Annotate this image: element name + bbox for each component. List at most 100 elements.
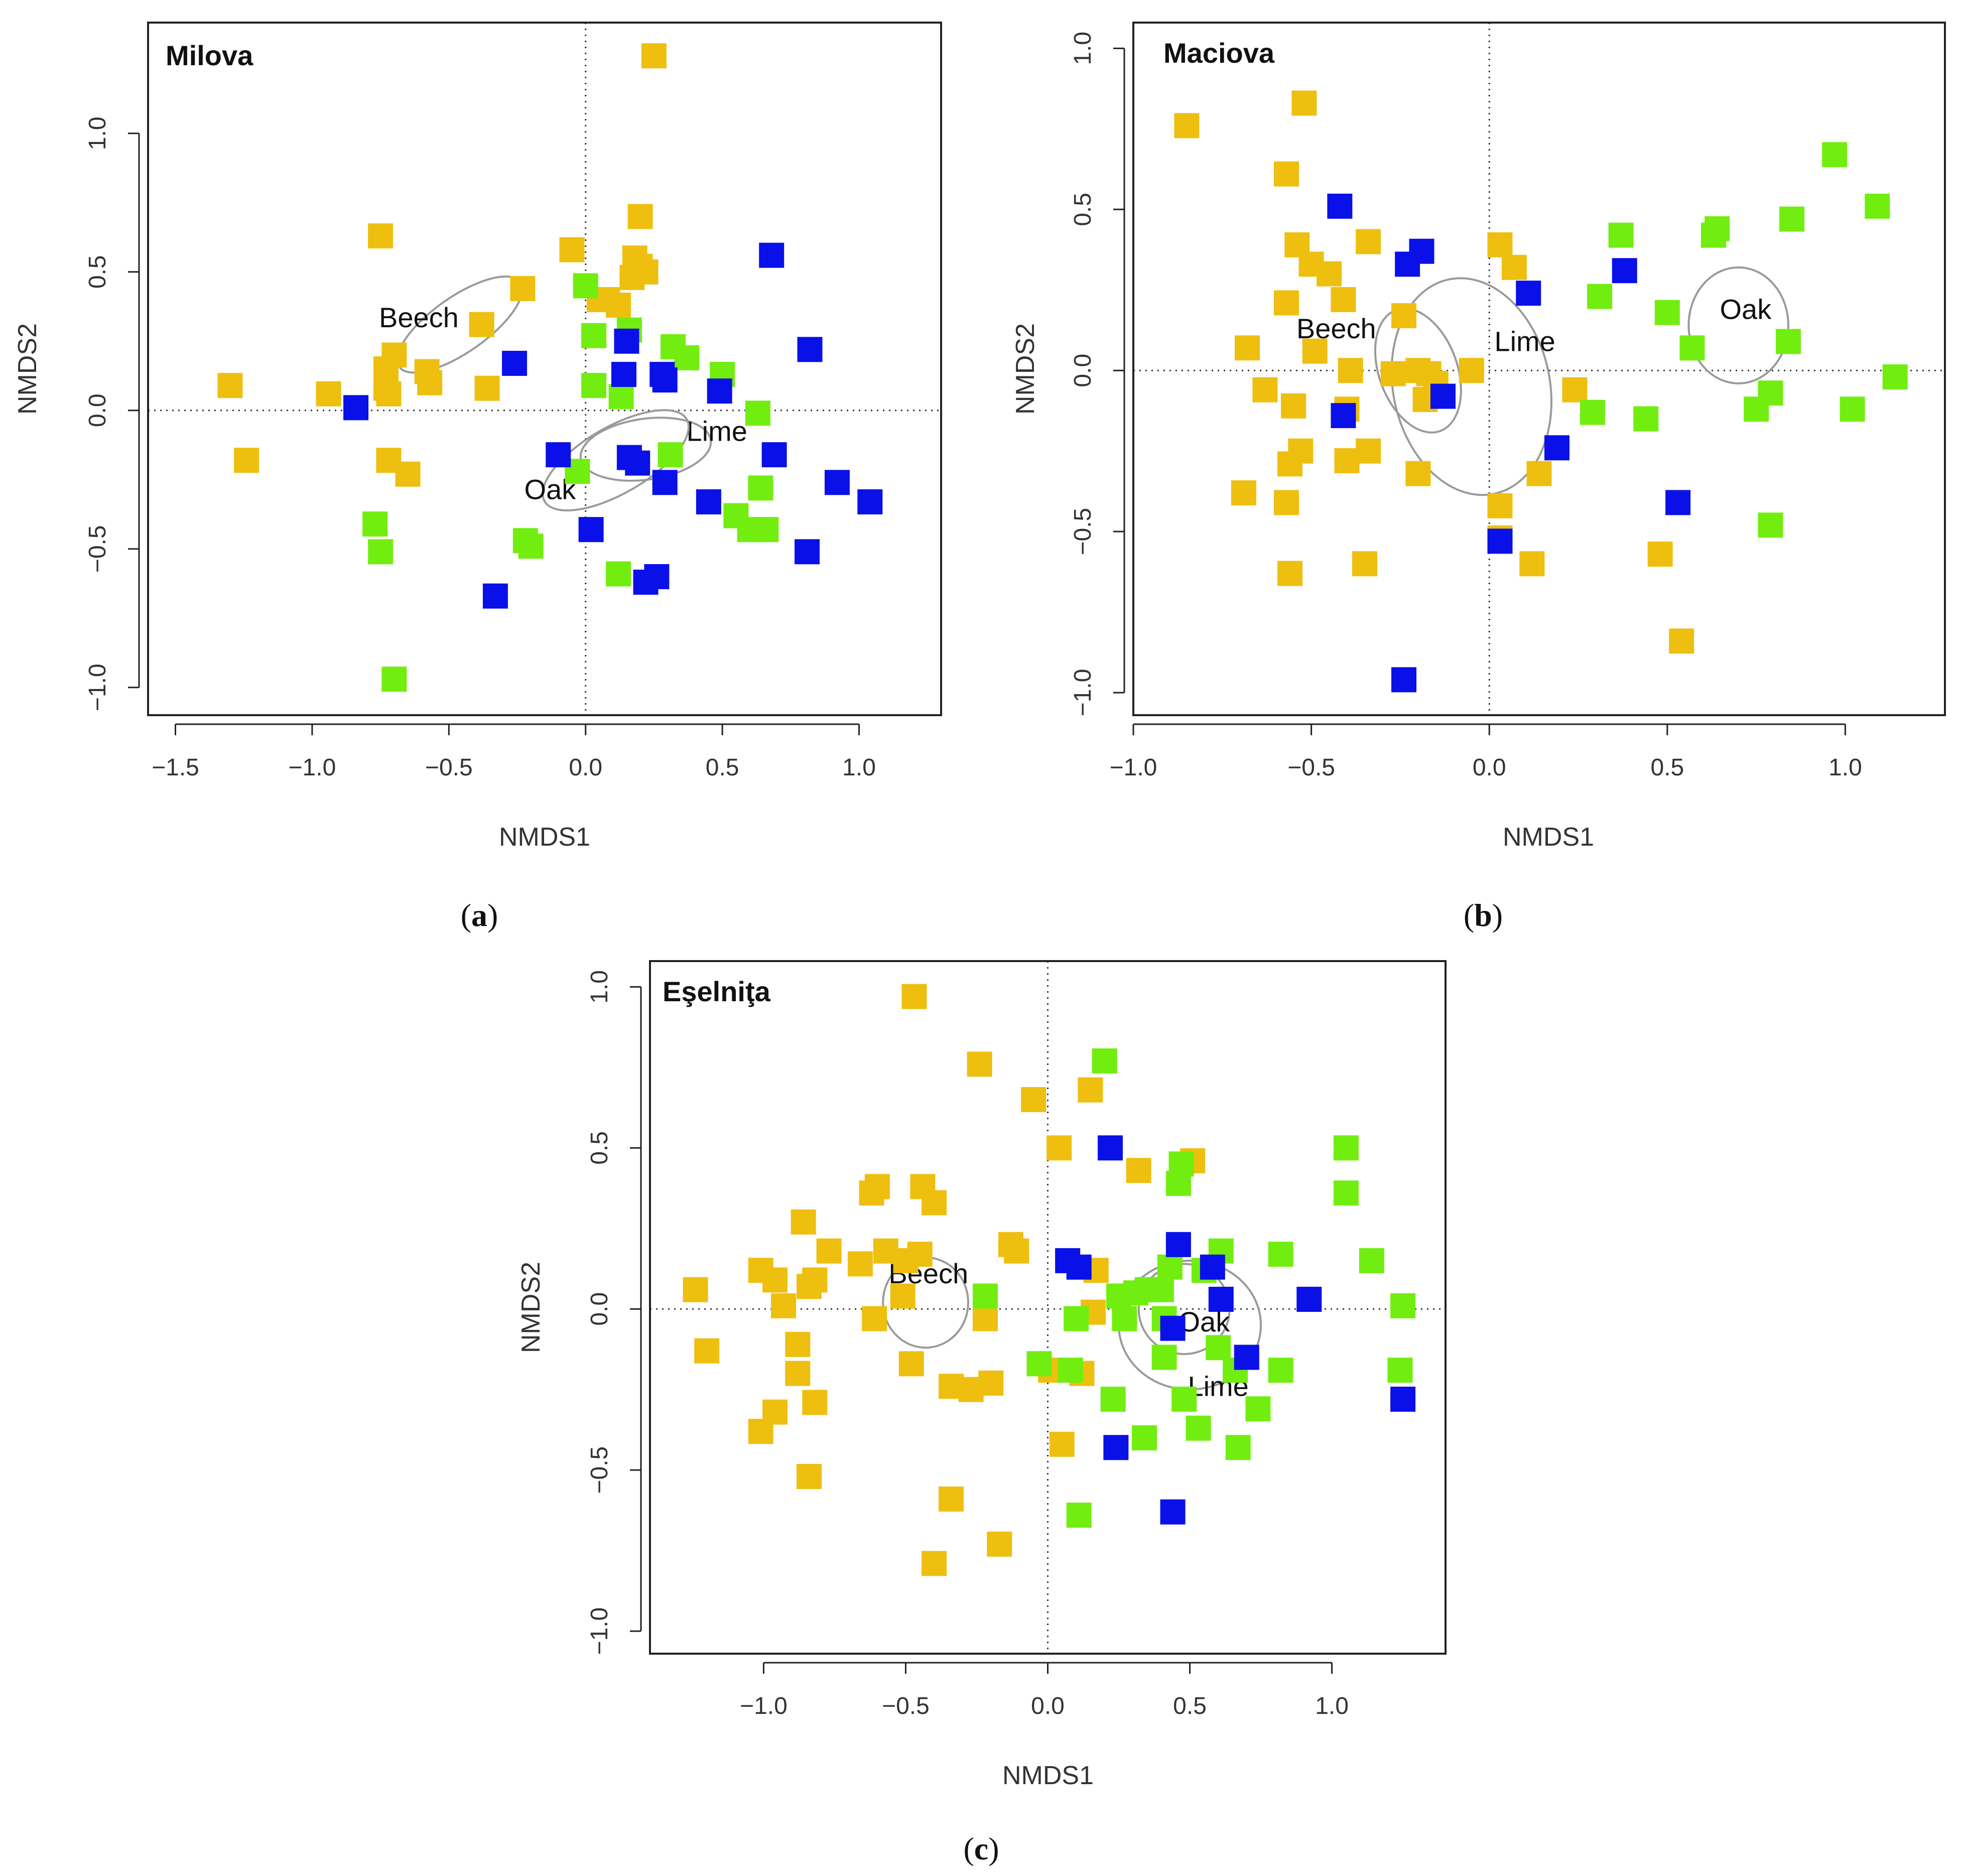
point-lime-a-2 <box>614 328 639 354</box>
panel-a-xtick-label-1: −1.0 <box>289 754 336 781</box>
ellipse-oak-b <box>1687 266 1789 384</box>
point-oak-c-7 <box>1359 1248 1384 1273</box>
point-beech-c-4 <box>1047 1135 1072 1161</box>
point-lime-a-0 <box>759 242 785 268</box>
point-beech-b-4 <box>1356 229 1381 254</box>
point-beech-c-31 <box>694 1338 720 1364</box>
point-beech-a-22 <box>234 448 259 473</box>
point-beech-c-18 <box>907 1242 933 1267</box>
point-beech-b-30 <box>1526 461 1552 486</box>
point-oak-c-31 <box>1225 1435 1251 1460</box>
point-oak-b-8 <box>1679 335 1705 361</box>
point-beech-b-15 <box>1380 361 1406 386</box>
point-beech-a-10 <box>368 223 394 249</box>
point-lime-a-9 <box>546 442 571 468</box>
point-oak-c-22 <box>1058 1358 1083 1383</box>
point-oak-a-14 <box>753 517 779 543</box>
point-beech-c-44 <box>797 1463 822 1489</box>
point-beech-c-28 <box>862 1306 887 1331</box>
panel-a-ylabel: NMDS2 <box>13 323 42 415</box>
point-beech-c-15 <box>1004 1238 1029 1264</box>
point-oak-c-21 <box>1026 1351 1052 1377</box>
point-beech-b-28 <box>1277 451 1303 477</box>
point-oak-a-8 <box>745 400 770 426</box>
point-beech-c-42 <box>748 1419 773 1444</box>
point-oak-c-20 <box>1151 1345 1177 1370</box>
point-beech-b-22 <box>1281 393 1306 419</box>
point-lime-c-8 <box>1234 1345 1259 1370</box>
point-oak-c-17 <box>1112 1306 1137 1331</box>
point-oak-c-3 <box>1165 1170 1191 1196</box>
panel-a-xlabel: NMDS1 <box>499 823 590 852</box>
panel-b-xtick-label-0: −1.0 <box>1110 754 1157 781</box>
panel-c-ylabel: NMDS2 <box>516 1262 546 1353</box>
point-beech-b-8 <box>1273 290 1299 316</box>
panel-c-ytick-label-0: −1.0 <box>586 1607 613 1655</box>
point-oak-c-13 <box>1106 1283 1132 1309</box>
point-oak-c-0 <box>1092 1048 1117 1074</box>
ellipse-oak-a <box>542 409 690 512</box>
point-lime-a-17 <box>578 517 604 543</box>
point-oak-c-1 <box>1333 1135 1359 1161</box>
point-beech-c-5 <box>1126 1158 1151 1183</box>
point-oak-c-15 <box>1390 1293 1416 1318</box>
point-lime-c-3 <box>1066 1254 1092 1280</box>
ellipse-lime-a <box>579 417 712 482</box>
panel-c-frame <box>649 960 1447 1655</box>
point-lime-b-2 <box>1409 238 1434 264</box>
caption-b: (b) <box>1464 897 1503 933</box>
point-beech-b-39 <box>1669 628 1694 654</box>
point-lime-b-7 <box>1544 435 1570 461</box>
panel-a-ytick-label-1: −0.5 <box>84 525 111 573</box>
panel-a-xtick-label-3: 0.0 <box>569 754 602 781</box>
point-oak-b-1 <box>1865 193 1890 219</box>
point-oak-c-29 <box>1186 1415 1211 1441</box>
point-oak-c-16 <box>1064 1306 1089 1331</box>
point-beech-a-6 <box>559 237 585 262</box>
point-beech-b-31 <box>1231 480 1256 506</box>
point-oak-b-15 <box>1633 406 1659 432</box>
panel-a-xtick-label-0: −1.5 <box>152 754 199 781</box>
point-beech-a-1 <box>627 204 653 229</box>
panel-a-xtick-label-5: 1.0 <box>842 754 876 781</box>
point-oak-a-11 <box>748 475 773 501</box>
point-oak-a-16 <box>368 539 394 565</box>
point-beech-a-11 <box>510 276 536 301</box>
ellipse-label-oak-b: Oak <box>1720 294 1772 325</box>
point-oak-c-26 <box>1100 1386 1126 1412</box>
caption-c: (c) <box>963 1831 999 1866</box>
panel-b-ytick-label-3: 0.5 <box>1070 193 1096 226</box>
point-lime-b-8 <box>1665 490 1691 515</box>
point-lime-a-12 <box>761 442 787 468</box>
panel-a-ytick-label-2: 0.0 <box>84 393 111 427</box>
point-lime-c-5 <box>1208 1286 1234 1312</box>
point-beech-a-5 <box>619 264 645 290</box>
point-lime-a-8 <box>343 395 369 421</box>
point-oak-b-10 <box>1882 364 1908 390</box>
point-oak-a-7 <box>608 384 634 410</box>
point-oak-c-28 <box>1245 1396 1271 1422</box>
panel-a-ytick-label-3: 0.5 <box>84 255 111 289</box>
panel-b-xtick-label-1: −0.5 <box>1287 754 1335 781</box>
point-beech-b-1 <box>1291 90 1317 116</box>
point-beech-b-21 <box>1252 377 1278 403</box>
point-oak-a-1 <box>581 323 607 348</box>
point-beech-b-7 <box>1331 287 1356 312</box>
point-lime-b-0 <box>1327 193 1353 219</box>
panel-b-title: Maciova <box>1163 37 1275 69</box>
point-oak-b-7 <box>1654 300 1680 325</box>
point-lime-a-14 <box>824 470 850 495</box>
panel-a-ytick-label-0: −1.0 <box>84 663 111 711</box>
panel-b-xtick-label-3: 0.5 <box>1650 754 1684 781</box>
ellipse-label-beech-a: Beech <box>379 302 459 333</box>
point-beech-c-40 <box>802 1390 828 1415</box>
point-oak-a-9 <box>658 442 683 468</box>
panel-b-ytick-label-2: 0.0 <box>1070 354 1096 387</box>
point-lime-a-3 <box>502 350 528 376</box>
point-beech-c-25 <box>890 1283 916 1309</box>
point-lime-c-10 <box>1103 1435 1129 1460</box>
point-lime-c-11 <box>1160 1499 1186 1525</box>
point-beech-b-37 <box>1519 551 1545 577</box>
